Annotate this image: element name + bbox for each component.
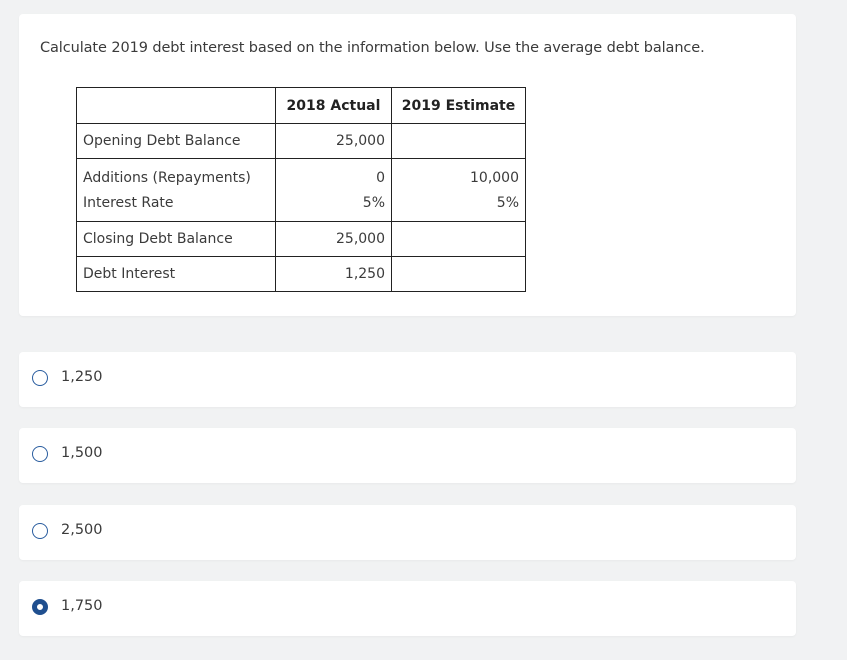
table-header-row: 2018 Actual 2019 Estimate bbox=[76, 87, 526, 124]
answer-option-1[interactable]: 1,250 bbox=[19, 352, 796, 407]
table-row: Interest Rate 5% 5% bbox=[76, 190, 526, 222]
row-label-closing-debt: Closing Debt Balance bbox=[76, 221, 276, 257]
radio-button-selected[interactable] bbox=[32, 599, 48, 615]
table-header-blank bbox=[76, 87, 276, 124]
row-value-2019: 5% bbox=[391, 190, 526, 222]
table-row: Additions (Repayments) 0 10,000 bbox=[76, 158, 526, 190]
row-value-2019: 10,000 bbox=[391, 158, 526, 190]
radio-button-unselected[interactable] bbox=[32, 370, 48, 386]
row-value-2018: 25,000 bbox=[275, 123, 392, 159]
radio-button-unselected[interactable] bbox=[32, 446, 48, 462]
debt-table: 2018 Actual 2019 Estimate Opening Debt B… bbox=[76, 87, 526, 292]
row-label-opening-debt: Opening Debt Balance bbox=[76, 123, 276, 159]
answer-option-4[interactable]: 1,750 bbox=[19, 581, 796, 636]
answer-option-label: 1,500 bbox=[61, 445, 103, 461]
answer-option-3[interactable]: 2,500 bbox=[19, 505, 796, 560]
row-value-2018: 1,250 bbox=[275, 256, 392, 292]
table-row: Closing Debt Balance 25,000 bbox=[76, 221, 526, 257]
question-card: Calculate 2019 debt interest based on th… bbox=[19, 14, 796, 316]
row-value-2018: 5% bbox=[275, 190, 392, 222]
answer-option-2[interactable]: 1,500 bbox=[19, 428, 796, 483]
table-header-2018-actual: 2018 Actual bbox=[275, 87, 392, 124]
row-value-2019 bbox=[391, 256, 526, 292]
row-value-2019 bbox=[391, 221, 526, 257]
answer-option-label: 2,500 bbox=[61, 522, 103, 538]
table-row: Opening Debt Balance 25,000 bbox=[76, 123, 526, 159]
row-value-2019 bbox=[391, 123, 526, 159]
table-row: Debt Interest 1,250 bbox=[76, 256, 526, 292]
table-header-2019-estimate: 2019 Estimate bbox=[391, 87, 526, 124]
row-label-additions: Additions (Repayments) bbox=[76, 158, 276, 190]
row-value-2018: 0 bbox=[275, 158, 392, 190]
row-label-debt-interest: Debt Interest bbox=[76, 256, 276, 292]
row-value-2018: 25,000 bbox=[275, 221, 392, 257]
row-label-interest-rate: Interest Rate bbox=[76, 190, 276, 222]
question-text: Calculate 2019 debt interest based on th… bbox=[40, 40, 705, 56]
answer-option-label: 1,750 bbox=[61, 598, 103, 614]
radio-button-unselected[interactable] bbox=[32, 523, 48, 539]
answer-option-label: 1,250 bbox=[61, 369, 103, 385]
